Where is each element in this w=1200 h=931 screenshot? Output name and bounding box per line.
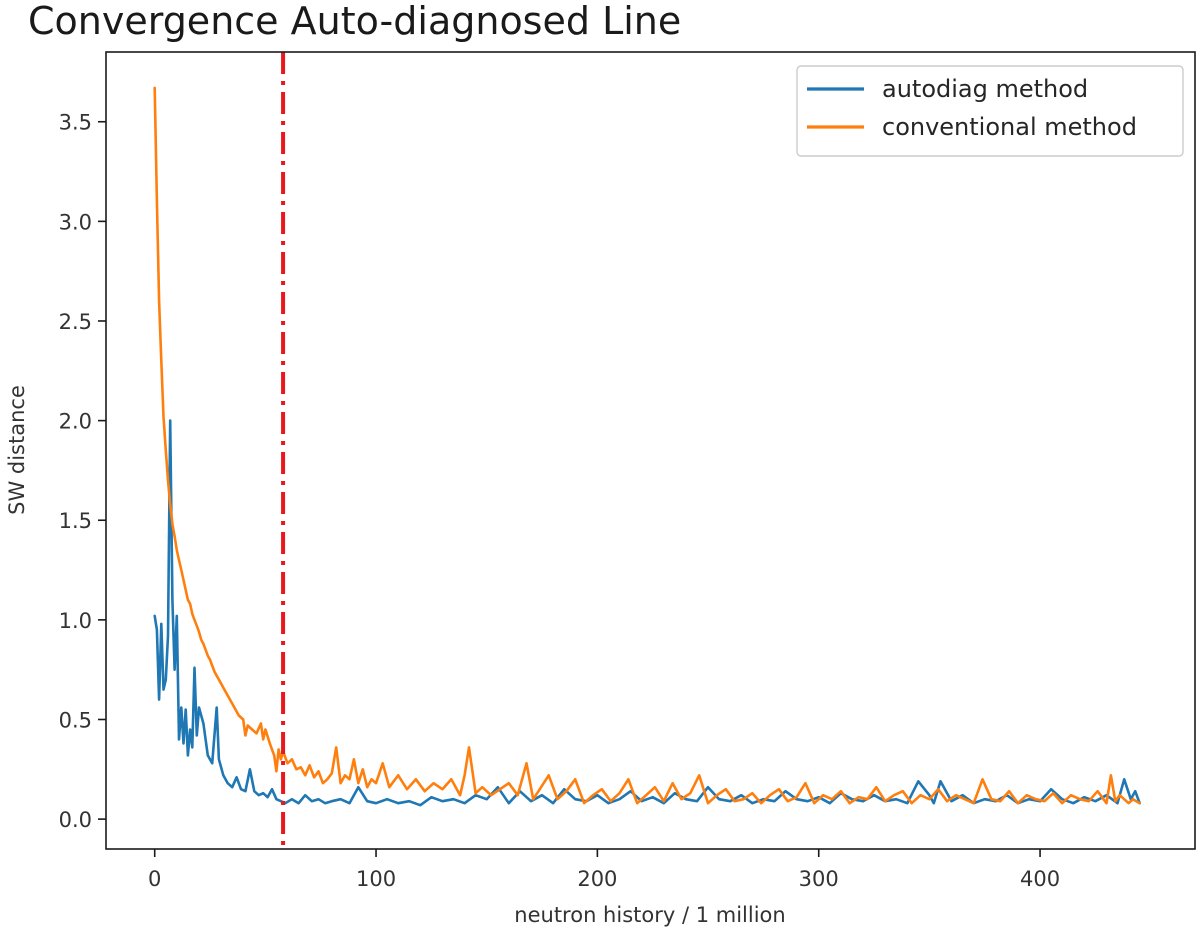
y-tick-label: 3.5 bbox=[59, 111, 92, 135]
legend: autodiag method conventional method bbox=[796, 65, 1184, 157]
y-tick-label: 0.0 bbox=[59, 808, 92, 832]
x-tick-label: 0 bbox=[148, 867, 161, 891]
x-tick-label: 300 bbox=[799, 867, 839, 891]
chart-title: Convergence Auto-diagnosed Line bbox=[28, 0, 681, 43]
y-tick-label: 2.0 bbox=[59, 410, 92, 434]
y-tick-label: 3.0 bbox=[59, 210, 92, 234]
x-axis-label: neutron history / 1 million bbox=[514, 903, 785, 927]
y-axis-label: SW distance bbox=[5, 385, 29, 515]
legend-label-conventional: conventional method bbox=[882, 113, 1137, 141]
x-tick-label: 100 bbox=[356, 867, 396, 891]
x-tick-label: 400 bbox=[1020, 867, 1060, 891]
x-axis-ticks: 0 100 200 300 400 bbox=[148, 849, 1060, 891]
y-axis-ticks: 0.0 0.5 1.0 1.5 2.0 2.5 3.0 3.5 bbox=[59, 111, 106, 832]
series-autodiag-line bbox=[153, 419, 1141, 807]
y-tick-label: 2.5 bbox=[59, 310, 92, 334]
plot-frame bbox=[105, 51, 1196, 850]
series-layer bbox=[153, 86, 1141, 807]
y-tick-label: 0.5 bbox=[59, 708, 92, 732]
x-tick-label: 200 bbox=[577, 867, 617, 891]
legend-label-autodiag: autodiag method bbox=[882, 75, 1088, 103]
legend-box bbox=[796, 65, 1184, 157]
y-tick-label: 1.0 bbox=[59, 609, 92, 633]
y-tick-label: 1.5 bbox=[59, 509, 92, 533]
series-conventional-line bbox=[153, 86, 1141, 805]
